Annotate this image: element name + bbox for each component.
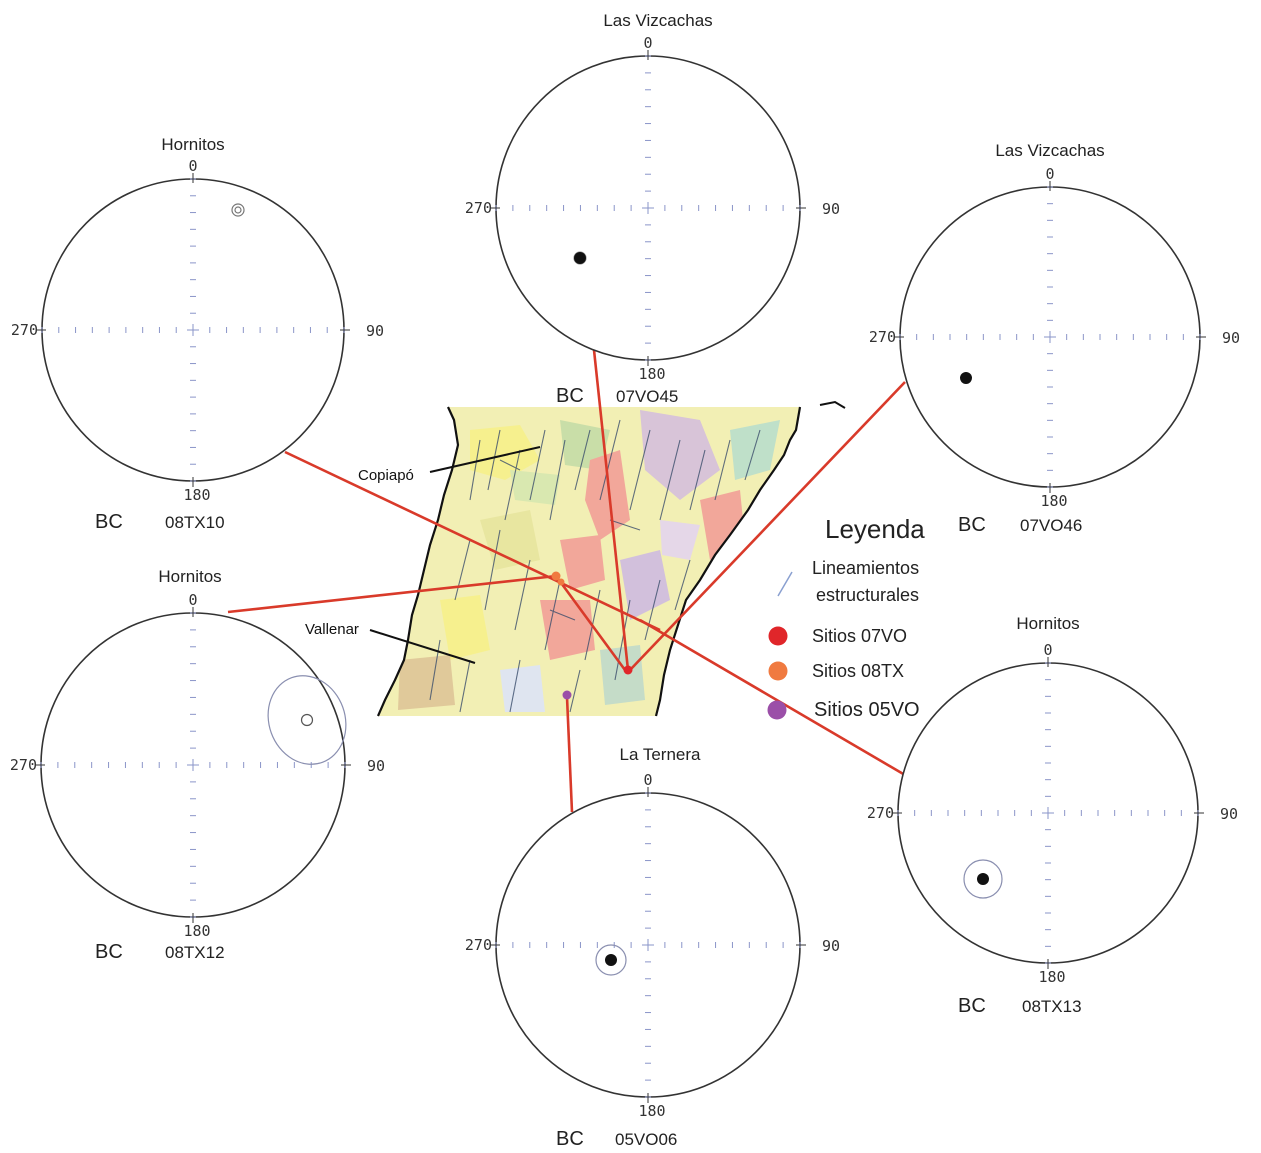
site-marker-08TX bbox=[551, 571, 561, 581]
label-north: 0 bbox=[188, 591, 197, 609]
site-location: Las Vizcachas bbox=[603, 11, 712, 30]
label-south: 180 bbox=[638, 365, 665, 383]
bc-label: BC bbox=[95, 941, 123, 963]
label-north: 0 bbox=[1043, 641, 1052, 659]
site-code: 08TX13 bbox=[1022, 997, 1082, 1016]
border-fragment bbox=[819, 400, 846, 409]
legend-lineaments-line1: Lineamientos bbox=[812, 558, 919, 578]
stereonet-08TX10: 0 180 270 90 Hornitos BC 08TX10 bbox=[11, 135, 384, 533]
eastern-border bbox=[654, 406, 802, 717]
label-east: 90 bbox=[822, 937, 840, 955]
label-east: 90 bbox=[822, 200, 840, 218]
geologic-map: Copiapó Vallenar bbox=[305, 400, 846, 717]
legend-05VO: Sitios 05VO bbox=[814, 699, 920, 721]
site-code: 07VO46 bbox=[1020, 516, 1082, 535]
bc-label: BC bbox=[95, 511, 123, 533]
stereonet-07VO45: 0 180 270 90 Las Vizcachas BC 07VO45 bbox=[465, 11, 840, 407]
label-east: 90 bbox=[1220, 805, 1238, 823]
site-markers bbox=[551, 571, 633, 700]
label-east: 90 bbox=[367, 757, 385, 775]
town-copiapo: Copiapó bbox=[358, 467, 414, 484]
site-code: 05VO06 bbox=[615, 1130, 677, 1149]
connector-07VO46 bbox=[629, 381, 906, 671]
stereonet-08TX13: 0 180 270 90 Hornitos BC 08TX13 bbox=[867, 614, 1238, 1017]
connector-08TX12 bbox=[227, 574, 557, 614]
legend-lineaments-line2: estructurales bbox=[816, 585, 919, 605]
bc-label: BC bbox=[556, 1128, 584, 1150]
legend-title: Leyenda bbox=[825, 514, 925, 544]
stereonet-07VO46: 0 180 270 90 Las Vizcachas BC 07VO46 bbox=[869, 141, 1240, 536]
site-connectors bbox=[227, 349, 906, 813]
label-east: 90 bbox=[366, 322, 384, 340]
site-location: La Ternera bbox=[620, 745, 702, 764]
site-code: 07VO45 bbox=[616, 387, 678, 406]
vallenar-pointer bbox=[369, 629, 476, 664]
confidence-cone bbox=[267, 675, 347, 765]
coastline bbox=[376, 406, 460, 717]
connector-08TX10 bbox=[284, 450, 661, 632]
confidence-cone bbox=[595, 944, 627, 976]
label-west: 270 bbox=[465, 199, 492, 217]
label-west: 270 bbox=[869, 328, 896, 346]
label-north: 0 bbox=[643, 34, 652, 52]
confidence-cone bbox=[963, 859, 1003, 899]
mean-direction bbox=[605, 954, 617, 966]
label-west: 270 bbox=[867, 804, 894, 822]
mean-direction bbox=[574, 252, 586, 264]
label-north: 0 bbox=[1045, 165, 1054, 183]
stereonet-05VO06: 0 180 270 90 La Ternera BC 05VO06 bbox=[465, 745, 840, 1150]
dot-icon bbox=[768, 661, 788, 681]
connector-08TX12-tail bbox=[554, 575, 627, 671]
site-marker-05VO bbox=[562, 690, 572, 700]
town-vallenar: Vallenar bbox=[305, 621, 359, 638]
bc-label: BC bbox=[958, 995, 986, 1017]
label-east: 90 bbox=[1222, 329, 1240, 347]
line-icon bbox=[777, 571, 793, 597]
label-south: 180 bbox=[1040, 492, 1067, 510]
bc-label: BC bbox=[958, 514, 986, 536]
site-location: Hornitos bbox=[1016, 614, 1079, 633]
stereonet-grid bbox=[495, 792, 801, 1098]
stereonet-grid bbox=[899, 186, 1201, 488]
legend: Leyenda Lineamientos estructurales Sitio… bbox=[767, 514, 925, 721]
site-marker-08TX-b bbox=[557, 578, 565, 586]
mean-direction bbox=[960, 372, 972, 384]
dot-icon bbox=[768, 626, 788, 646]
stereonet-grid bbox=[897, 662, 1199, 964]
label-north: 0 bbox=[643, 771, 652, 789]
label-west: 270 bbox=[465, 936, 492, 954]
legend-07VO: Sitios 07VO bbox=[812, 626, 907, 646]
connector-08TX13 bbox=[639, 618, 906, 777]
site-location: Las Vizcachas bbox=[995, 141, 1104, 160]
copiapo-pointer bbox=[429, 446, 541, 473]
mean-direction bbox=[977, 873, 989, 885]
connector-05VO06 bbox=[565, 696, 574, 813]
label-west: 270 bbox=[10, 756, 37, 774]
connector-07VO45 bbox=[592, 349, 630, 671]
label-south: 180 bbox=[1038, 968, 1065, 986]
label-south: 180 bbox=[638, 1102, 665, 1120]
label-south: 180 bbox=[183, 486, 210, 504]
stereonet-08TX12: 0 180 270 90 Hornitos BC 08TX12 bbox=[10, 567, 385, 963]
site-location: Hornitos bbox=[158, 567, 221, 586]
site-code: 08TX12 bbox=[165, 943, 225, 962]
dot-icon bbox=[767, 700, 787, 720]
site-location: Hornitos bbox=[161, 135, 224, 154]
mean-direction bbox=[300, 713, 314, 727]
legend-08TX: Sitios 08TX bbox=[812, 661, 904, 681]
mean-direction-inner bbox=[234, 206, 242, 214]
site-code: 08TX10 bbox=[165, 513, 225, 532]
label-west: 270 bbox=[11, 321, 38, 339]
label-south: 180 bbox=[183, 922, 210, 940]
bc-label: BC bbox=[556, 385, 584, 407]
stereonet-grid bbox=[41, 178, 345, 482]
label-north: 0 bbox=[188, 157, 197, 175]
site-marker-07VO bbox=[623, 665, 633, 675]
